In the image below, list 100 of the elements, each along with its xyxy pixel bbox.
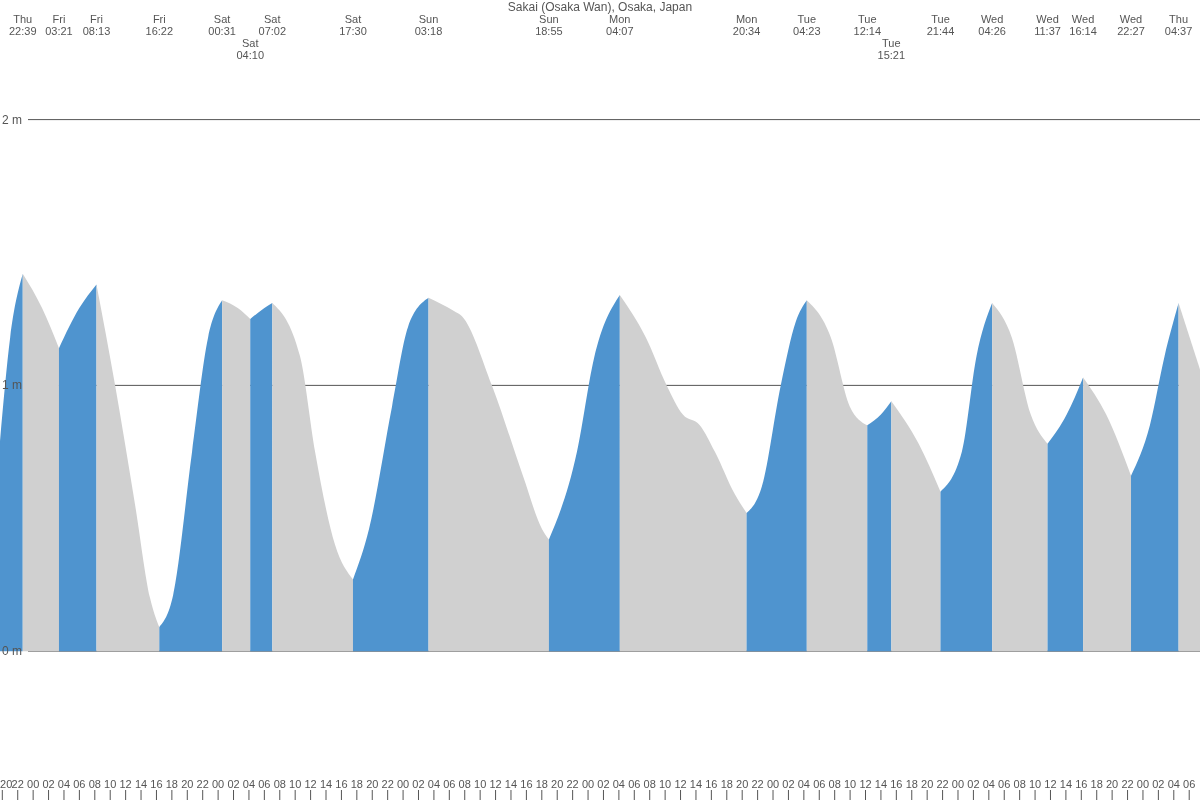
x-tick-label: 04	[797, 778, 810, 790]
x-tick-label: 16	[705, 778, 718, 790]
x-tick-label: 12	[119, 778, 132, 790]
annotation: Thu 04:37	[1164, 13, 1193, 37]
x-tick-label: 00	[27, 778, 40, 790]
x-tick-label: 08	[273, 778, 286, 790]
x-tick-label: 12	[489, 778, 502, 790]
x-tick-label: 12	[304, 778, 317, 790]
x-tick-label: 00	[766, 778, 780, 790]
x-tick-label: 04	[242, 778, 256, 790]
x-tick-label: 16	[335, 778, 348, 790]
x-tick-label: 08	[88, 778, 101, 790]
x-tick-label: 02	[597, 778, 610, 790]
x-tick-label: 04	[57, 778, 71, 790]
annotation: Sat 00:31	[208, 13, 236, 37]
annotation: Sat 17:30	[339, 13, 367, 37]
annotation: Mon 04:07	[606, 13, 634, 37]
x-tick-label: 06	[73, 778, 86, 790]
annotation: Wed 04:26	[978, 13, 1006, 37]
x-tick-label: 16	[1075, 778, 1088, 790]
x-tick-label: 02	[42, 778, 55, 790]
x-tick-label: 14	[1059, 778, 1073, 790]
x-tick-label: 18	[165, 778, 178, 790]
x-tick-label: 12	[1044, 778, 1057, 790]
annotation: Tue 21:44	[926, 13, 955, 37]
x-tick-label: 06	[443, 778, 456, 790]
x-tick-label: 20	[366, 778, 379, 790]
x-tick-label: 04	[982, 778, 995, 790]
x-tick-label: 04	[1167, 778, 1180, 790]
annotation: Tue 12:14	[853, 13, 882, 37]
x-tick-label: 16	[890, 778, 903, 790]
x-tick-label: 00	[211, 778, 225, 790]
x-tick-label: 02	[1152, 778, 1165, 790]
x-tick-label: 06	[998, 778, 1011, 790]
x-tick-label: 00	[1136, 778, 1150, 790]
annotation: Fri 03:21	[45, 13, 73, 37]
annotation: Mon 20:34	[732, 13, 761, 37]
x-tick-label: 10	[474, 778, 487, 790]
y-tick-label: 1 m	[2, 378, 23, 393]
x-tick-label: 22	[1121, 778, 1134, 790]
annotation: Thu 22:39	[8, 13, 37, 37]
annotation: Fri 08:13	[82, 13, 111, 37]
x-tick-label: 02	[967, 778, 980, 790]
annotation: Sat 04:10	[236, 37, 265, 61]
chart-title: Sakai (Osaka Wan), Osaka, Japan	[506, 0, 694, 14]
x-tick-label: 06	[1183, 778, 1196, 790]
x-tick-label: 00	[581, 778, 595, 790]
annotation: Tue 04:23	[793, 13, 821, 37]
x-tick-label: 20	[736, 778, 749, 790]
x-tick-label: 22	[11, 778, 24, 790]
x-tick-label: 20	[181, 778, 194, 790]
x-tick-label: 22	[936, 778, 949, 790]
x-tick-label: 10	[289, 778, 302, 790]
x-tick-label: 22	[196, 778, 209, 790]
x-tick-label: 14	[504, 778, 518, 790]
x-tick-label: 04	[612, 778, 626, 790]
x-tick-label: 20	[1106, 778, 1119, 790]
x-tick-label: 22	[751, 778, 764, 790]
x-tick-label: 18	[1090, 778, 1103, 790]
x-tick-label: 12	[859, 778, 872, 790]
annotation: Fri 16:22	[145, 13, 174, 37]
x-tick-label: 06	[628, 778, 641, 790]
y-tick-label: 2 m	[2, 112, 23, 127]
x-tick-label: 16	[150, 778, 163, 790]
annotation: Wed 16:14	[1069, 13, 1097, 37]
x-tick-label: 22	[566, 778, 579, 790]
annotation: Sat 07:02	[258, 13, 287, 37]
x-tick-label: 00	[396, 778, 410, 790]
x-tick-label: 02	[412, 778, 425, 790]
x-tick-label: 10	[843, 778, 857, 790]
x-tick-label: 14	[689, 778, 703, 790]
x-tick-label: 04	[427, 778, 441, 790]
annotation: Sun 03:18	[414, 13, 443, 37]
x-tick-label: 00	[951, 778, 965, 790]
x-tick-label: 18	[905, 778, 918, 790]
x-tick-label: 06	[813, 778, 826, 790]
x-tick-label: 14	[319, 778, 333, 790]
x-tick-label: 20	[551, 778, 564, 790]
x-tick-label: 18	[350, 778, 363, 790]
x-tick-label: 10	[1028, 778, 1042, 790]
x-tick-label: 12	[674, 778, 687, 790]
x-tick-label: 08	[1013, 778, 1026, 790]
annotation: Sun 18:55	[535, 13, 563, 37]
annotation: Wed 22:27	[1117, 13, 1145, 37]
x-tick-label: 18	[720, 778, 733, 790]
x-tick-label: 20	[0, 778, 13, 790]
x-tick-label: 02	[782, 778, 795, 790]
x-tick-label: 14	[134, 778, 148, 790]
x-tick-label: 10	[659, 778, 672, 790]
x-tick-label: 14	[874, 778, 888, 790]
x-tick-label: 22	[381, 778, 394, 790]
x-tick-label: 02	[227, 778, 240, 790]
x-tick-label: 18	[535, 778, 548, 790]
x-tick-label: 08	[643, 778, 656, 790]
x-tick-label: 20	[921, 778, 934, 790]
x-tick-label: 16	[520, 778, 533, 790]
annotation: Wed 11:37	[1034, 13, 1061, 37]
annotation: Tue 15:21	[877, 37, 906, 61]
x-tick-label: 08	[828, 778, 841, 790]
x-tick-label: 08	[458, 778, 471, 790]
